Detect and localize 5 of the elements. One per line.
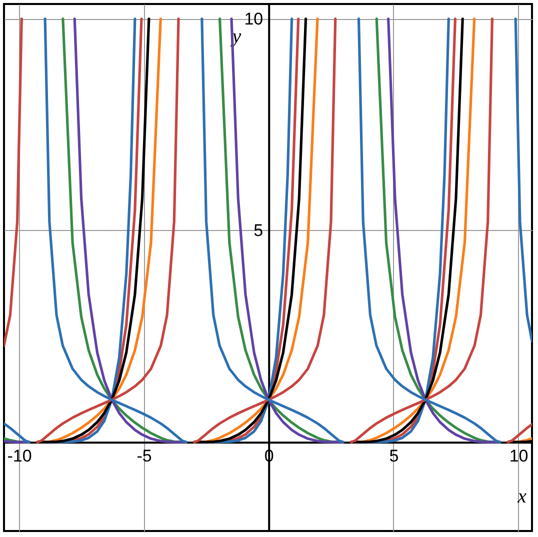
x-tick-label: -10 bbox=[7, 446, 32, 466]
x-tick-label: 10 bbox=[509, 446, 528, 466]
x-tick-label: -5 bbox=[136, 446, 152, 466]
x-axis-title: x bbox=[516, 486, 527, 508]
x-tick-label: 5 bbox=[389, 446, 399, 466]
